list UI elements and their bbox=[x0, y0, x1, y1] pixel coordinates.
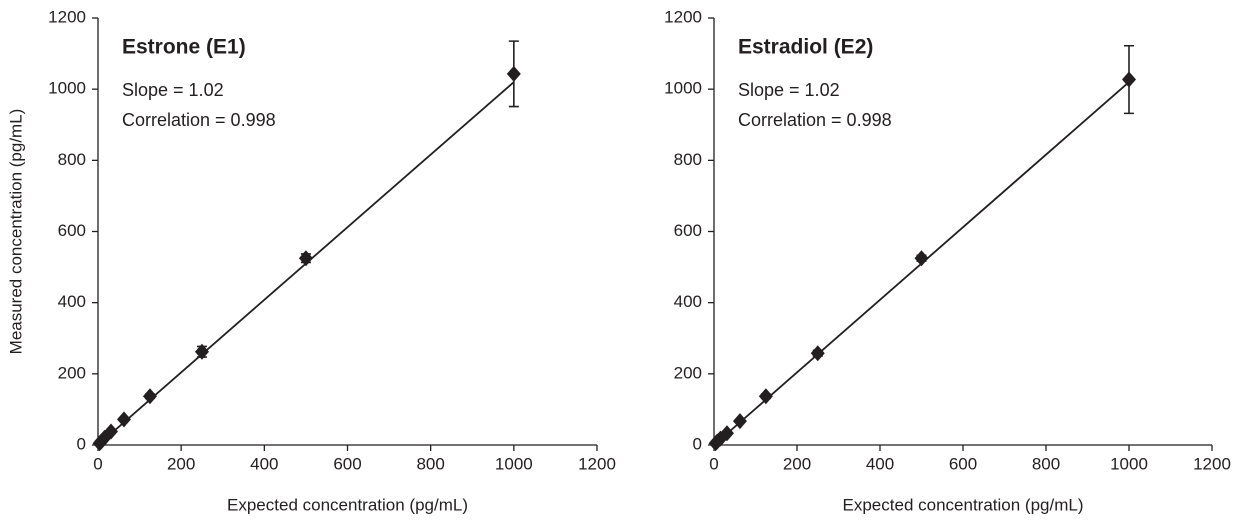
chart-title: Estrone (E1) bbox=[122, 36, 246, 59]
x-tick-label: 0 bbox=[93, 454, 102, 473]
x-tick-label: 600 bbox=[949, 454, 977, 473]
y-tick-label: 200 bbox=[674, 363, 702, 382]
y-tick-label: 1000 bbox=[48, 79, 86, 98]
annotation: Correlation = 0.998 bbox=[738, 110, 892, 130]
x-tick-label: 800 bbox=[416, 454, 444, 473]
data-point bbox=[758, 388, 773, 405]
x-tick-label: 600 bbox=[333, 454, 361, 473]
x-axis-label: Expected concentration (pg/mL) bbox=[227, 495, 468, 514]
data-point bbox=[914, 250, 929, 267]
data-point bbox=[719, 425, 734, 442]
data-point bbox=[298, 250, 313, 267]
x-axis-label: Expected concentration (pg/mL) bbox=[843, 495, 1084, 514]
y-tick-label: 400 bbox=[674, 292, 702, 311]
y-axis-label: Measured concentration (pg/mL) bbox=[6, 109, 25, 355]
data-point bbox=[810, 345, 825, 362]
data-point bbox=[1122, 71, 1136, 88]
y-tick-label: 600 bbox=[58, 221, 86, 240]
annotation: Slope = 1.02 bbox=[122, 80, 224, 100]
y-tick-label: 1200 bbox=[664, 7, 702, 26]
data-point bbox=[142, 388, 157, 405]
data-point bbox=[506, 65, 521, 82]
data-point bbox=[194, 343, 209, 360]
y-tick-label: 0 bbox=[77, 434, 86, 453]
x-tick-label: 1200 bbox=[1193, 454, 1231, 473]
data-point bbox=[732, 413, 747, 430]
annotation: Correlation = 0.998 bbox=[122, 110, 276, 130]
annotation: Slope = 1.02 bbox=[738, 80, 840, 100]
y-tick-label: 1200 bbox=[48, 7, 86, 26]
x-tick-label: 200 bbox=[167, 454, 195, 473]
y-tick-label: 400 bbox=[58, 292, 86, 311]
x-tick-label: 1000 bbox=[495, 454, 533, 473]
y-tick-label: 800 bbox=[58, 150, 86, 169]
y-tick-label: 0 bbox=[693, 434, 702, 453]
y-tick-label: 800 bbox=[674, 150, 702, 169]
x-tick-label: 800 bbox=[1032, 454, 1060, 473]
x-tick-label: 200 bbox=[783, 454, 811, 473]
y-tick-label: 200 bbox=[58, 363, 86, 382]
data-point bbox=[103, 423, 118, 440]
x-tick-label: 0 bbox=[709, 454, 718, 473]
x-tick-label: 1200 bbox=[578, 454, 616, 473]
chart-title: Estradiol (E2) bbox=[738, 36, 873, 59]
x-tick-label: 400 bbox=[250, 454, 278, 473]
data-point bbox=[116, 411, 131, 428]
x-tick-label: 1000 bbox=[1110, 454, 1148, 473]
y-tick-label: 1000 bbox=[664, 79, 702, 98]
x-tick-label: 400 bbox=[866, 454, 894, 473]
y-tick-label: 600 bbox=[674, 221, 702, 240]
